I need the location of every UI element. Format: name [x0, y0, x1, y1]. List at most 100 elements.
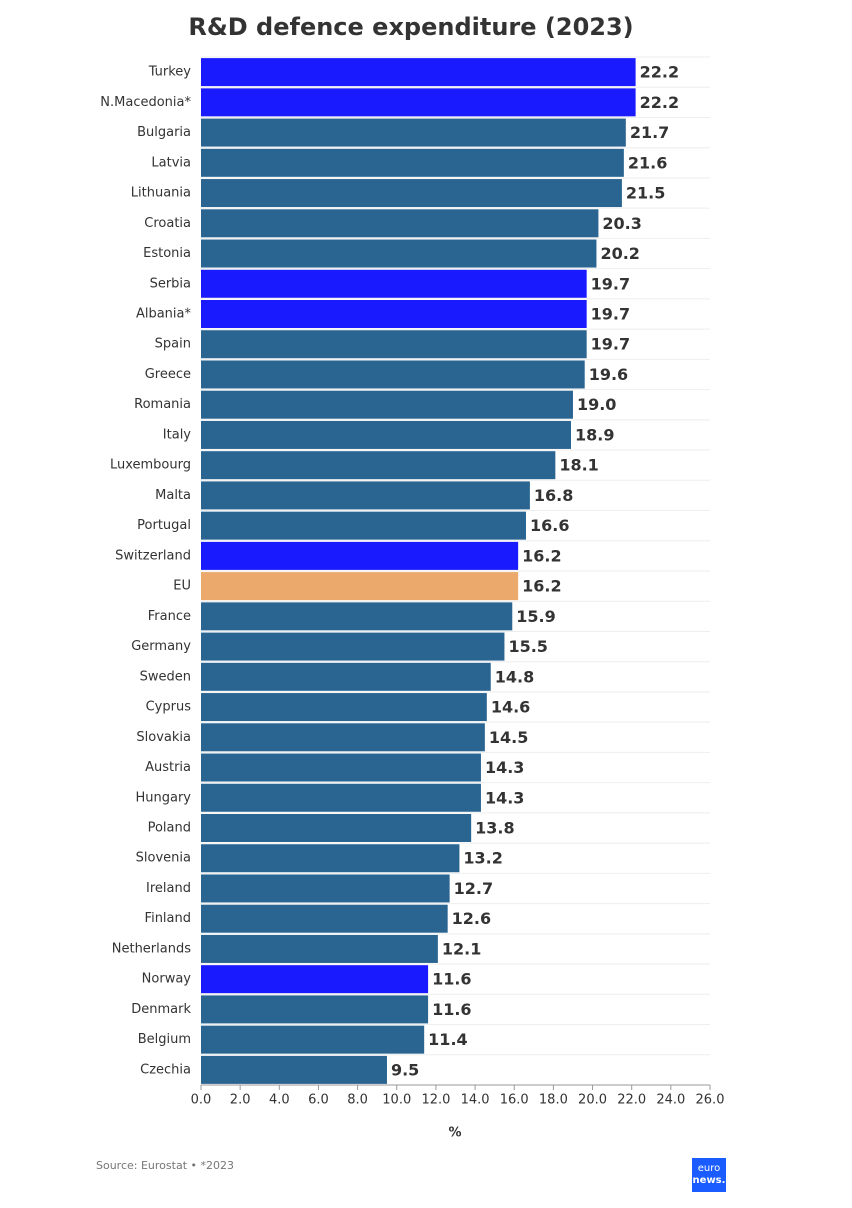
- logo-text: euro: [698, 1163, 721, 1174]
- bar: [201, 209, 599, 238]
- value-label: 20.3: [602, 214, 641, 233]
- value-label: 16.6: [530, 516, 569, 535]
- value-label: 22.2: [640, 63, 679, 82]
- bar: [201, 814, 472, 842]
- value-label: 15.5: [508, 637, 547, 656]
- bar: [201, 360, 585, 389]
- value-label: 14.3: [485, 788, 524, 807]
- bar: [201, 693, 487, 722]
- bar: [201, 269, 587, 298]
- y-tick-label: Finland: [145, 911, 191, 926]
- y-tick-label: Slovakia: [136, 730, 191, 745]
- x-tick-label: 26.0: [696, 1093, 725, 1108]
- value-label: 18.9: [575, 425, 614, 444]
- y-tick-label: Italy: [163, 427, 192, 442]
- y-tick-label: Turkey: [148, 65, 192, 80]
- bar: [201, 632, 505, 661]
- value-label: 12.7: [454, 879, 493, 898]
- bar: [201, 753, 481, 782]
- bar: [201, 723, 485, 752]
- x-tick-label: 10.0: [382, 1093, 411, 1108]
- value-label: 19.7: [591, 305, 630, 324]
- x-tick-label: 22.0: [617, 1093, 646, 1108]
- logo: [692, 1158, 726, 1192]
- bar: [201, 118, 626, 147]
- y-tick-label: Ireland: [146, 881, 191, 896]
- x-tick-label: 24.0: [656, 1093, 685, 1108]
- bar: [201, 179, 622, 208]
- value-label: 16.2: [522, 577, 561, 596]
- bar: [201, 783, 481, 812]
- value-label: 21.6: [628, 153, 667, 172]
- y-tick-label: Luxembourg: [110, 458, 191, 473]
- x-tick-label: 12.0: [421, 1093, 450, 1108]
- bar: [201, 511, 526, 540]
- y-tick-label: Switzerland: [115, 548, 191, 563]
- y-tick-label: Latvia: [151, 155, 191, 170]
- bar: [201, 934, 438, 963]
- logo-text: news.: [693, 1175, 726, 1186]
- bar: [201, 239, 597, 268]
- bar: [201, 58, 636, 87]
- bar: [201, 451, 556, 480]
- y-tick-label: Spain: [155, 337, 191, 352]
- x-tick-label: 0.0: [191, 1093, 212, 1108]
- y-tick-label: Romania: [134, 397, 191, 412]
- value-label: 11.6: [432, 1000, 471, 1019]
- y-tick-label: Greece: [145, 367, 191, 382]
- bar: [201, 572, 519, 601]
- y-tick-label: Poland: [148, 821, 191, 836]
- value-label: 13.2: [463, 849, 502, 868]
- bar: [201, 662, 491, 691]
- y-tick-label: Hungary: [135, 790, 191, 805]
- value-label: 16.2: [522, 546, 561, 565]
- value-label: 12.1: [442, 939, 481, 958]
- y-tick-label: France: [148, 609, 191, 624]
- value-label: 19.0: [577, 395, 616, 414]
- x-tick-label: 14.0: [461, 1093, 490, 1108]
- bar: [201, 1055, 387, 1084]
- y-tick-label: Czechia: [140, 1062, 191, 1077]
- y-tick-label: Lithuania: [131, 186, 191, 201]
- bar: [201, 420, 572, 449]
- y-tick-label: Germany: [131, 639, 191, 654]
- y-tick-label: Denmark: [131, 1002, 191, 1017]
- x-axis-label: %: [448, 1126, 461, 1141]
- bar: [201, 1025, 425, 1054]
- y-tick-label: Albania*: [136, 307, 192, 322]
- value-label: 18.1: [559, 456, 598, 475]
- value-label: 14.6: [491, 698, 530, 717]
- y-tick-label: EU: [173, 579, 191, 594]
- x-tick-label: 8.0: [347, 1093, 368, 1108]
- value-label: 14.3: [485, 758, 524, 777]
- value-label: 14.8: [495, 667, 534, 686]
- value-label: 9.5: [391, 1060, 419, 1079]
- bar: [201, 874, 450, 903]
- y-tick-label: Austria: [145, 760, 191, 775]
- bar: [201, 541, 519, 570]
- y-tick-label: Norway: [142, 972, 192, 987]
- bar: [201, 300, 587, 328]
- source: Source: Eurostat • *2023: [96, 1159, 234, 1172]
- bar: [201, 602, 513, 631]
- value-label: 12.6: [452, 909, 491, 928]
- chart-title: R&D defence expenditure (2023): [188, 13, 633, 41]
- bar: [201, 965, 429, 994]
- value-label: 21.7: [630, 123, 669, 142]
- value-label: 15.9: [516, 607, 555, 626]
- y-tick-label: Malta: [155, 488, 191, 503]
- value-label: 20.2: [600, 244, 639, 263]
- y-tick-label: Serbia: [150, 276, 191, 291]
- x-tick-label: 2.0: [230, 1093, 251, 1108]
- x-tick-label: 18.0: [539, 1093, 568, 1108]
- x-tick-label: 20.0: [578, 1093, 607, 1108]
- y-tick-label: Belgium: [138, 1032, 191, 1047]
- value-label: 19.6: [589, 365, 628, 384]
- value-label: 16.8: [534, 486, 573, 505]
- y-tick-label: Cyprus: [146, 700, 192, 715]
- y-tick-label: N.Macedonia*: [100, 95, 191, 110]
- value-label: 11.4: [428, 1030, 467, 1049]
- value-label: 19.7: [591, 335, 630, 354]
- bar: [201, 995, 429, 1024]
